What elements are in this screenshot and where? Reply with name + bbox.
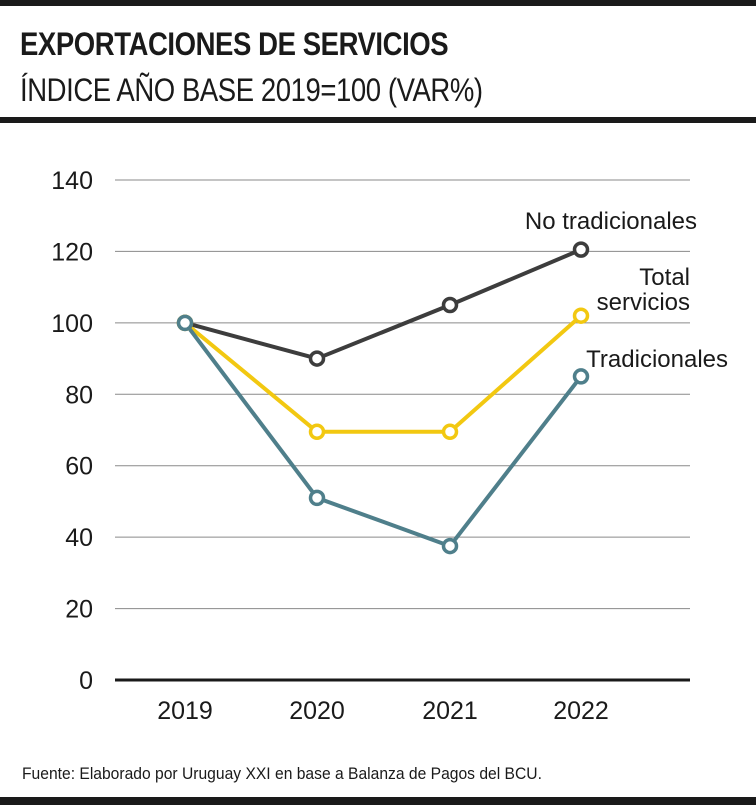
x-tick-label: 2021 bbox=[422, 697, 478, 725]
data-point bbox=[441, 423, 459, 441]
y-tick-label: 60 bbox=[65, 453, 93, 481]
header-divider bbox=[0, 117, 756, 123]
y-tick-label: 20 bbox=[65, 596, 93, 624]
y-tick-label: 80 bbox=[65, 381, 93, 409]
data-point bbox=[308, 350, 326, 367]
data-point bbox=[441, 296, 459, 314]
y-axis-ticks: 0 20 40 60 80 100 120 140 bbox=[51, 167, 93, 695]
data-point bbox=[308, 489, 326, 507]
top-border bbox=[0, 0, 756, 6]
data-point bbox=[176, 314, 194, 332]
x-tick-label: 2019 bbox=[157, 697, 213, 725]
data-point bbox=[441, 537, 459, 555]
series-label: Tradicionales bbox=[586, 346, 728, 373]
series-label: No tradicionales bbox=[525, 208, 697, 235]
series-line-no-tradicionales bbox=[184, 247, 582, 361]
y-tick-label: 100 bbox=[51, 310, 93, 338]
series-lines bbox=[176, 241, 590, 555]
series-label: servicios bbox=[597, 289, 690, 316]
data-point bbox=[572, 307, 590, 324]
chart-subtitle: ÍNDICE AÑO BASE 2019=100 (VAR%) bbox=[20, 72, 483, 108]
series-line-tradicionales bbox=[183, 321, 583, 549]
bottom-border bbox=[0, 797, 756, 805]
data-point bbox=[572, 241, 590, 258]
y-tick-label: 40 bbox=[65, 524, 93, 552]
chart-title: EXPORTACIONES DE SERVICIOS bbox=[20, 26, 449, 62]
y-tick-label: 0 bbox=[79, 667, 93, 695]
y-tick-label: 140 bbox=[51, 167, 93, 195]
data-point bbox=[308, 423, 326, 441]
data-point bbox=[572, 368, 590, 385]
series-line-total-servicios bbox=[183, 314, 583, 434]
source-footnote: Fuente: Elaborado por Uruguay XXI en bas… bbox=[22, 764, 542, 783]
series-label: Total bbox=[639, 264, 690, 291]
x-axis-ticks: 2019 2020 2021 2022 bbox=[157, 697, 609, 725]
gridlines bbox=[115, 179, 690, 682]
x-tick-label: 2022 bbox=[553, 697, 609, 725]
x-tick-label: 2020 bbox=[289, 697, 345, 725]
y-tick-label: 120 bbox=[51, 238, 93, 266]
